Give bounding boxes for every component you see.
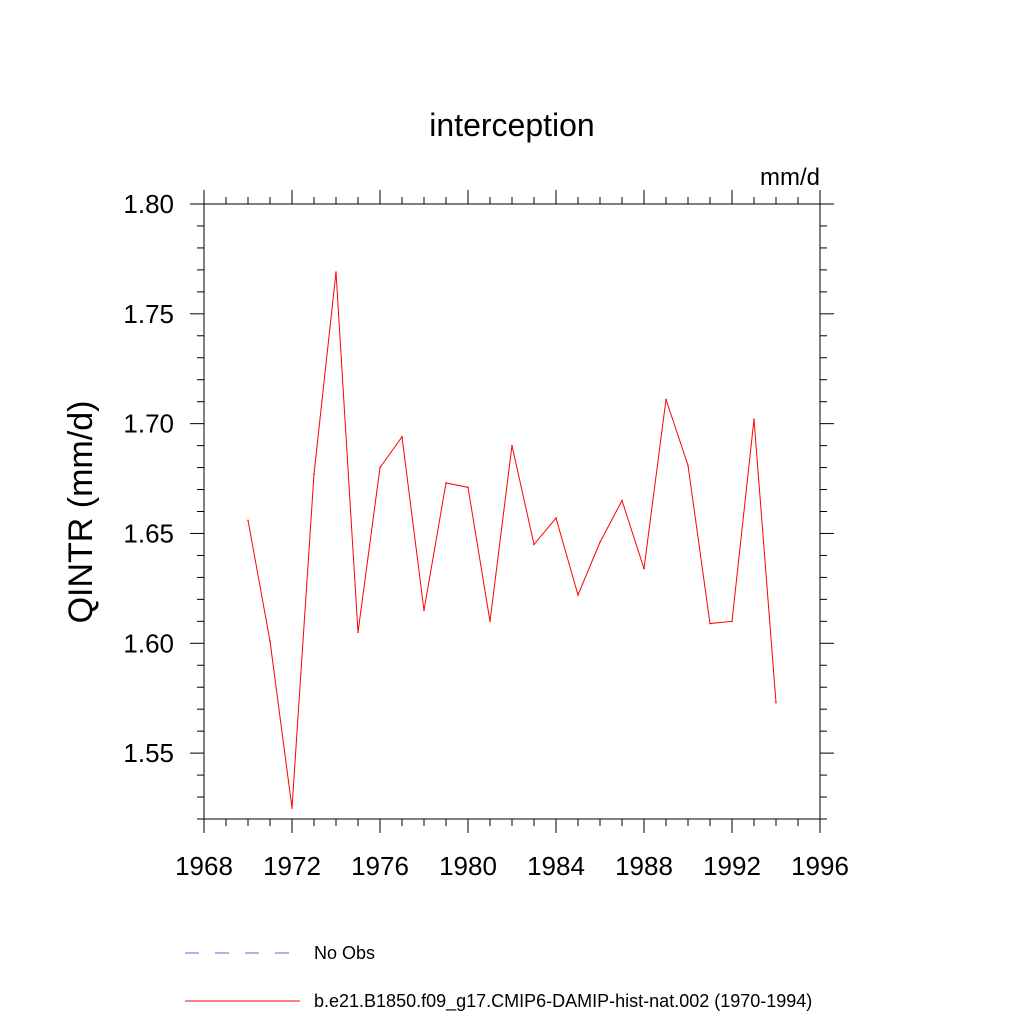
x-tick-label: 1992 <box>703 851 761 881</box>
data-point <box>247 519 249 522</box>
data-point <box>687 464 689 467</box>
x-tick-label: 1996 <box>791 851 849 881</box>
data-point <box>533 543 535 546</box>
data-point <box>599 541 601 544</box>
x-tick-label: 1968 <box>175 851 233 881</box>
y-tick-label: 1.75 <box>123 299 174 329</box>
x-axis: 1968 1972 1976 1980 1984 1988 1992 1996 <box>175 190 849 881</box>
x-tick-label: 1988 <box>615 851 673 881</box>
legend-label-model: b.e21.B1850.f09_g17.CMIP6-DAMIP-hist-nat… <box>314 991 812 1012</box>
units-label: mm/d <box>760 164 820 191</box>
data-point <box>511 444 513 447</box>
data-point <box>291 807 293 809</box>
plot-frame <box>203 203 821 820</box>
data-point <box>577 594 579 596</box>
data-point <box>401 436 403 438</box>
legend-label-no-obs: No Obs <box>314 943 375 963</box>
x-tick-label: 1972 <box>263 851 321 881</box>
data-point <box>731 620 733 623</box>
data-point <box>423 609 425 612</box>
y-tick-label: 1.80 <box>123 189 174 219</box>
data-point <box>753 418 755 421</box>
x-tick-label: 1980 <box>439 851 497 881</box>
data-point <box>445 482 447 484</box>
data-point <box>357 631 359 634</box>
data-point <box>555 517 557 519</box>
series-layer <box>247 271 777 809</box>
data-point <box>269 640 271 642</box>
data-point <box>313 473 315 475</box>
data-point <box>621 499 623 502</box>
y-tick-label: 1.55 <box>123 738 174 768</box>
data-point <box>775 701 777 704</box>
y-tick-label: 1.60 <box>123 628 174 658</box>
x-tick-label: 1976 <box>351 851 409 881</box>
y-axis-label: QINTR (mm/d) <box>62 401 100 624</box>
chart-title: interception <box>429 107 594 143</box>
data-point <box>335 271 337 273</box>
legend: No Obs b.e21.B1850.f09_g17.CMIP6-DAMIP-h… <box>185 943 812 1012</box>
data-point <box>489 620 491 623</box>
data-point <box>467 486 469 489</box>
y-axis: 1.55 1.60 1.65 1.70 1.75 1.80 <box>123 189 834 820</box>
data-point <box>665 398 667 401</box>
y-tick-label: 1.65 <box>123 518 174 548</box>
series-line <box>247 272 777 809</box>
data-point <box>379 466 381 469</box>
data-point <box>643 567 645 570</box>
plot-border <box>203 203 821 820</box>
x-tick-label: 1984 <box>527 851 585 881</box>
y-tick-label: 1.70 <box>123 409 174 439</box>
data-point <box>709 622 711 625</box>
